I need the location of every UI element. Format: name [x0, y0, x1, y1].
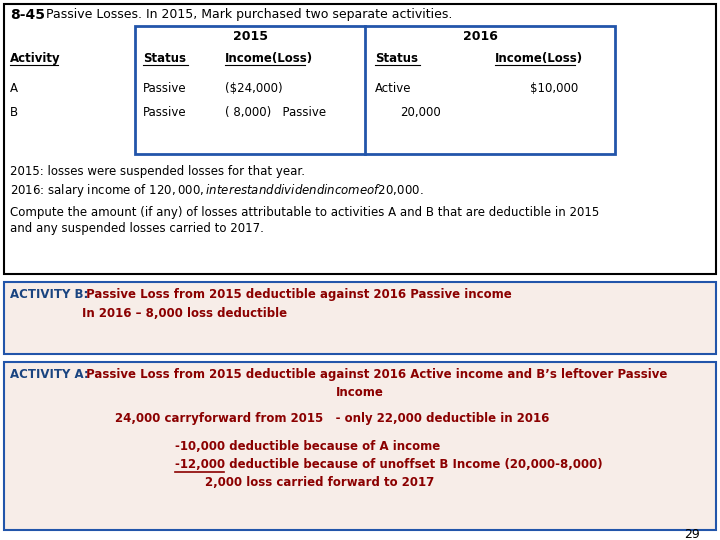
Bar	[135, 26, 615, 154]
Text: In 2016 – 8,000 loss deductible: In 2016 – 8,000 loss deductible	[82, 307, 287, 320]
Text: Passive: Passive	[143, 82, 186, 95]
Text: B: B	[10, 106, 18, 119]
Text: Passive Loss from 2015 deductible against 2016 Active income and B’s leftover Pa: Passive Loss from 2015 deductible agains…	[82, 368, 667, 381]
Text: 2,000 loss carried forward to 2017: 2,000 loss carried forward to 2017	[205, 476, 434, 489]
Text: Status: Status	[375, 52, 418, 65]
Text: 2016: salary income of $120,000, interest and dividend income of $20,000.: 2016: salary income of $120,000, interes…	[10, 182, 423, 199]
Text: Passive Loss from 2015 deductible against 2016 Passive income: Passive Loss from 2015 deductible agains…	[82, 288, 512, 301]
Text: Passive Losses. In 2015, Mark purchased two separate activities.: Passive Losses. In 2015, Mark purchased …	[42, 8, 452, 21]
Text: -12,000 deductible because of unoffset B Income (20,000-8,000): -12,000 deductible because of unoffset B…	[175, 458, 603, 471]
Text: 2015: losses were suspended losses for that year.: 2015: losses were suspended losses for t…	[10, 165, 305, 178]
Text: ( 8,000)   Passive: ( 8,000) Passive	[225, 106, 326, 119]
Text: Compute the amount (if any) of losses attributable to activities A and B that ar: Compute the amount (if any) of losses at…	[10, 206, 599, 219]
Text: Passive: Passive	[143, 106, 186, 119]
Text: 2015: 2015	[233, 30, 268, 43]
Text: 8-45: 8-45	[10, 8, 45, 22]
Text: 20,000: 20,000	[400, 106, 441, 119]
Text: Income: Income	[336, 386, 384, 399]
Text: -10,000 deductible because of A income: -10,000 deductible because of A income	[175, 440, 440, 453]
Text: A: A	[10, 82, 18, 95]
Text: ACTIVITY B:: ACTIVITY B:	[10, 288, 89, 301]
Text: Activity: Activity	[10, 52, 60, 65]
Bar	[4, 4, 716, 274]
Text: 24,000 carryforward from 2015   - only 22,000 deductible in 2016: 24,000 carryforward from 2015 - only 22,…	[115, 412, 549, 425]
Bar	[4, 282, 716, 354]
Text: ($24,000): ($24,000)	[225, 82, 283, 95]
Text: 29: 29	[684, 528, 700, 540]
Text: 2016: 2016	[462, 30, 498, 43]
Text: and any suspended losses carried to 2017.: and any suspended losses carried to 2017…	[10, 222, 264, 235]
Text: Active: Active	[375, 82, 412, 95]
Text: $10,000: $10,000	[530, 82, 578, 95]
Bar	[4, 362, 716, 530]
Text: Income(Loss): Income(Loss)	[225, 52, 313, 65]
Text: ACTIVITY A:: ACTIVITY A:	[10, 368, 89, 381]
Text: Income(Loss): Income(Loss)	[495, 52, 583, 65]
Text: Status: Status	[143, 52, 186, 65]
